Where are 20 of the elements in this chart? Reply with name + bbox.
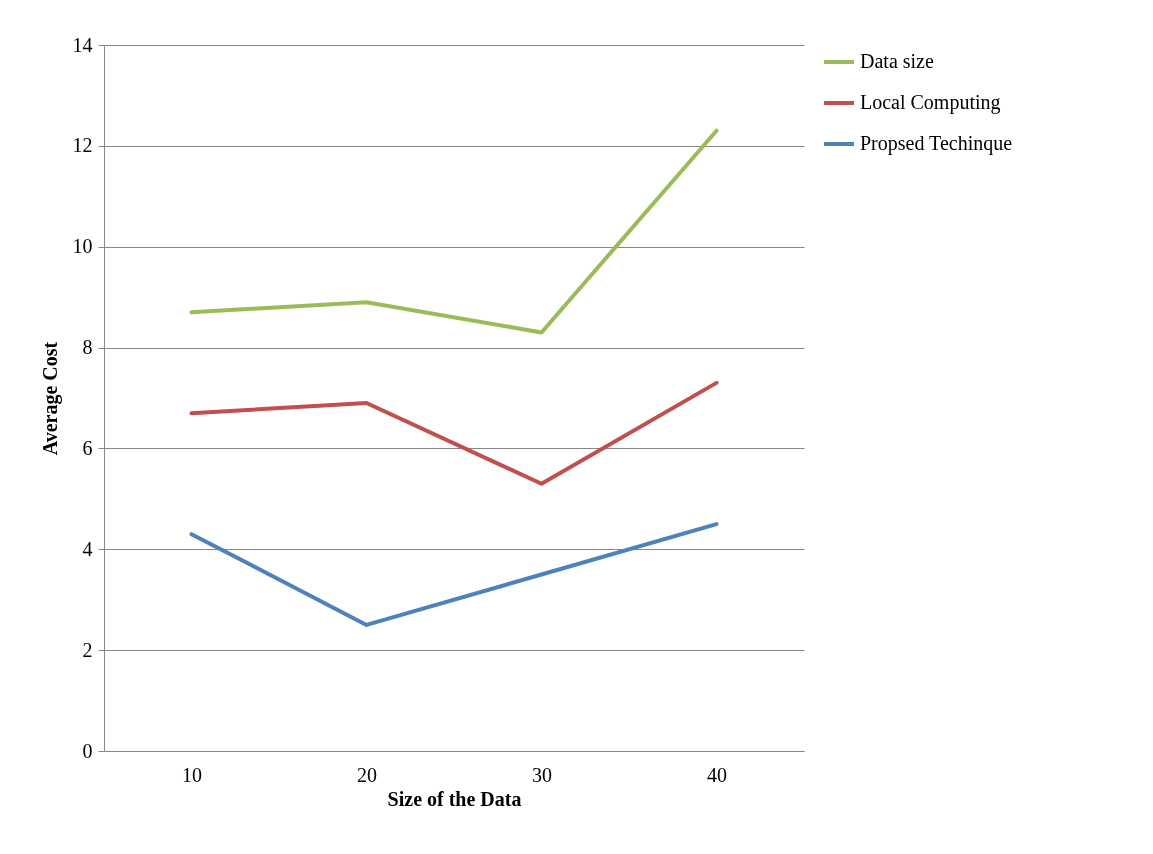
y-axis-title: Average Cost bbox=[38, 341, 62, 456]
line-series bbox=[189, 128, 719, 335]
legend-label: Local Computing bbox=[860, 91, 1001, 114]
y-tick-label: 10 bbox=[72, 235, 93, 258]
y-tick-label: 4 bbox=[82, 537, 93, 560]
y-tick-label: 0 bbox=[82, 739, 93, 762]
y-tick-label: 6 bbox=[82, 436, 93, 459]
y-tick-label: 8 bbox=[82, 336, 93, 359]
y-tick-label: 12 bbox=[72, 134, 93, 157]
legend-label: Data size bbox=[860, 50, 934, 72]
x-axis-title: Size of the Data bbox=[387, 787, 522, 810]
x-tick-label: 40 bbox=[707, 763, 727, 786]
line-series bbox=[189, 380, 719, 486]
y-tick-label: 14 bbox=[72, 33, 93, 56]
x-tick-label: 30 bbox=[532, 763, 552, 786]
x-tick-label: 20 bbox=[357, 763, 377, 786]
line-series bbox=[189, 522, 719, 627]
y-tick-label: 2 bbox=[82, 638, 93, 661]
x-tick-label: 10 bbox=[182, 763, 202, 786]
legend-label: Propsed Techinque bbox=[860, 132, 1013, 155]
